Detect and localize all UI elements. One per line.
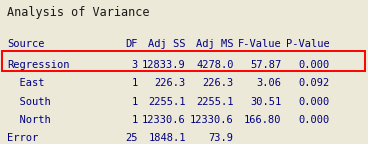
- Text: 12330.6: 12330.6: [190, 115, 234, 125]
- Text: Error: Error: [7, 133, 39, 143]
- Text: Source: Source: [7, 39, 45, 49]
- Text: 12833.9: 12833.9: [142, 60, 186, 70]
- Text: 30.51: 30.51: [250, 97, 282, 107]
- Text: F-Value: F-Value: [238, 39, 282, 49]
- Text: Adj MS: Adj MS: [196, 39, 234, 49]
- Text: 57.87: 57.87: [250, 60, 282, 70]
- Text: 1848.1: 1848.1: [148, 133, 186, 143]
- Text: 25: 25: [125, 133, 138, 143]
- Text: 1: 1: [132, 78, 138, 88]
- Text: 166.80: 166.80: [244, 115, 282, 125]
- Text: Regression: Regression: [7, 60, 70, 70]
- Text: North: North: [7, 115, 51, 125]
- Text: 73.9: 73.9: [209, 133, 234, 143]
- Text: East: East: [7, 78, 45, 88]
- Text: 2255.1: 2255.1: [148, 97, 186, 107]
- Text: P-Value: P-Value: [286, 39, 329, 49]
- Text: 226.3: 226.3: [202, 78, 234, 88]
- Text: 2255.1: 2255.1: [196, 97, 234, 107]
- Text: 0.000: 0.000: [298, 60, 329, 70]
- Text: 1: 1: [132, 97, 138, 107]
- Text: South: South: [7, 97, 51, 107]
- Text: Analysis of Variance: Analysis of Variance: [7, 6, 150, 19]
- Text: DF: DF: [125, 39, 138, 49]
- Text: 1: 1: [132, 115, 138, 125]
- Text: 0.000: 0.000: [298, 97, 329, 107]
- Text: 0.092: 0.092: [298, 78, 329, 88]
- Text: 3: 3: [132, 60, 138, 70]
- Text: 0.000: 0.000: [298, 115, 329, 125]
- Text: 226.3: 226.3: [155, 78, 186, 88]
- Text: 12330.6: 12330.6: [142, 115, 186, 125]
- Text: 3.06: 3.06: [256, 78, 282, 88]
- Text: 4278.0: 4278.0: [196, 60, 234, 70]
- Text: Adj SS: Adj SS: [148, 39, 186, 49]
- Bar: [2, 51, 365, 71]
